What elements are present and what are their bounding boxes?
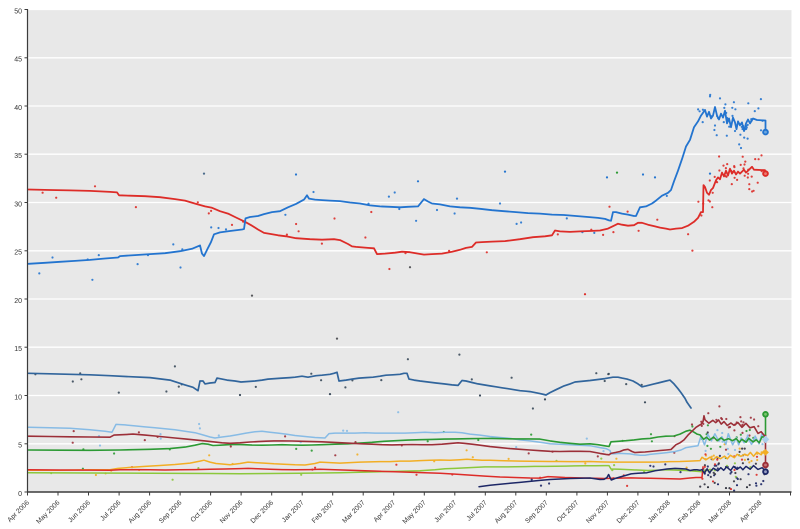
svg-text:Nov 2006: Nov 2006 xyxy=(219,499,245,525)
svg-text:15: 15 xyxy=(14,346,22,353)
svg-text:Aug 2007: Aug 2007 xyxy=(494,499,520,525)
svg-text:20: 20 xyxy=(14,298,22,305)
svg-text:45: 45 xyxy=(14,57,22,64)
svg-text:Feb 2008: Feb 2008 xyxy=(677,499,702,524)
svg-text:Sep 2007: Sep 2007 xyxy=(524,499,550,525)
svg-text:Oct 2006: Oct 2006 xyxy=(190,499,215,524)
svg-text:Jan 2008: Jan 2008 xyxy=(647,499,672,524)
svg-text:30: 30 xyxy=(14,201,22,208)
svg-text:Aug 2006: Aug 2006 xyxy=(127,499,153,525)
svg-text:Mar 2008: Mar 2008 xyxy=(708,499,733,524)
svg-text:Nov 2007: Nov 2007 xyxy=(585,499,611,525)
svg-text:Jul 2006: Jul 2006 xyxy=(99,499,122,522)
svg-text:Apr 2007: Apr 2007 xyxy=(373,499,398,524)
svg-text:40: 40 xyxy=(14,105,22,112)
svg-text:Apr 2006: Apr 2006 xyxy=(6,499,31,524)
svg-text:25: 25 xyxy=(14,250,22,257)
svg-text:Dec 2006: Dec 2006 xyxy=(250,499,276,525)
svg-text:50: 50 xyxy=(14,8,22,15)
svg-text:Oct 2007: Oct 2007 xyxy=(556,499,581,524)
svg-text:35: 35 xyxy=(14,153,22,160)
svg-text:Jun 2007: Jun 2007 xyxy=(433,499,458,524)
svg-text:Feb 2007: Feb 2007 xyxy=(311,499,336,524)
svg-text:Dec 2007: Dec 2007 xyxy=(616,499,642,525)
svg-text:May 2007: May 2007 xyxy=(402,499,428,525)
svg-text:Jul 2007: Jul 2007 xyxy=(466,499,489,522)
svg-text:Apr 2008: Apr 2008 xyxy=(739,499,764,524)
svg-text:May 2006: May 2006 xyxy=(35,499,61,525)
svg-text:Jun 2006: Jun 2006 xyxy=(67,499,92,524)
svg-text:0: 0 xyxy=(18,491,22,498)
svg-text:Sep 2006: Sep 2006 xyxy=(158,499,184,525)
svg-text:Mar 2007: Mar 2007 xyxy=(341,499,366,524)
svg-text:5: 5 xyxy=(18,443,22,450)
svg-text:10: 10 xyxy=(14,394,22,401)
svg-text:Jan 2007: Jan 2007 xyxy=(281,499,306,524)
